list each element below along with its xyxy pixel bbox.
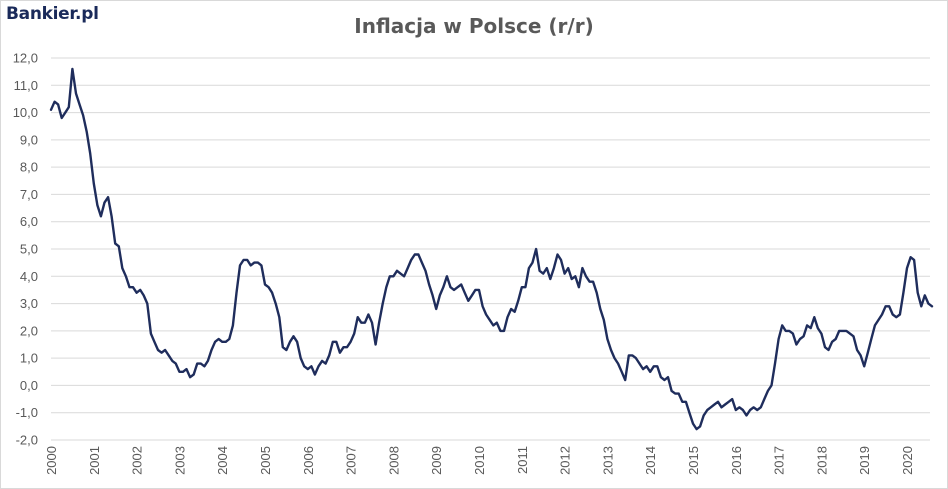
x-tick-label: 2014 bbox=[643, 446, 658, 475]
chart-title: Inflacja w Polsce (r/r) bbox=[354, 14, 594, 38]
y-tick-label: 2,0 bbox=[20, 323, 38, 338]
x-tick-label: 2004 bbox=[215, 446, 230, 475]
y-tick-label: 5,0 bbox=[20, 242, 38, 257]
x-tick-label: 2009 bbox=[429, 446, 444, 475]
bankier-logo: Bankier.pl bbox=[6, 4, 99, 24]
x-tick-label: 2000 bbox=[44, 446, 59, 475]
y-tick-label: -2,0 bbox=[16, 433, 38, 448]
y-tick-label: 0,0 bbox=[20, 378, 38, 393]
x-tick-label: 2019 bbox=[857, 446, 872, 475]
x-tick-label: 2017 bbox=[772, 446, 787, 475]
y-tick-label: -1,0 bbox=[16, 405, 38, 420]
y-tick-label: 4,0 bbox=[20, 269, 38, 284]
gridlines bbox=[51, 57, 930, 441]
y-tick-label: 10,0 bbox=[13, 105, 38, 120]
x-tick-label: 2005 bbox=[258, 446, 273, 475]
x-axis-tick-labels: 2000 2001 2002 2003 2004 2005 2006 2007 2008 2009… bbox=[44, 446, 915, 475]
x-tick-label: 2018 bbox=[814, 446, 829, 475]
x-tick-label: 2013 bbox=[600, 446, 615, 475]
y-tick-label: 8,0 bbox=[20, 160, 38, 175]
x-tick-label: 2012 bbox=[558, 446, 573, 475]
y-tick-label: 12,0 bbox=[13, 51, 38, 66]
series-group bbox=[49, 67, 934, 431]
x-tick-label: 2002 bbox=[130, 446, 145, 475]
y-tick-label: 9,0 bbox=[20, 132, 38, 147]
x-tick-label: 2015 bbox=[686, 446, 701, 475]
x-tick-label: 2020 bbox=[900, 446, 915, 475]
y-tick-label: 1,0 bbox=[20, 351, 38, 366]
inflation-series-line bbox=[49, 67, 934, 431]
y-tick-label: 7,0 bbox=[20, 187, 38, 202]
y-axis-tick-labels: 12,0 11,0 10,0 9,0 8,0 7,0 6,0 5,0 4,0 3,0 2,0 1,0 0… bbox=[13, 51, 38, 448]
x-tick-label: 2003 bbox=[172, 446, 187, 475]
y-tick-label: 6,0 bbox=[20, 214, 38, 229]
x-tick-label: 2007 bbox=[344, 446, 359, 475]
x-tick-label: 2011 bbox=[515, 446, 530, 474]
x-tick-label: 2010 bbox=[472, 446, 487, 475]
x-tick-label: 2016 bbox=[729, 446, 744, 475]
y-tick-label: 11,0 bbox=[14, 78, 38, 93]
x-tick-label: 2008 bbox=[386, 446, 401, 475]
x-tick-label: 2001 bbox=[87, 446, 102, 475]
x-tick-label: 2006 bbox=[301, 446, 316, 475]
y-tick-label: 3,0 bbox=[20, 296, 38, 311]
